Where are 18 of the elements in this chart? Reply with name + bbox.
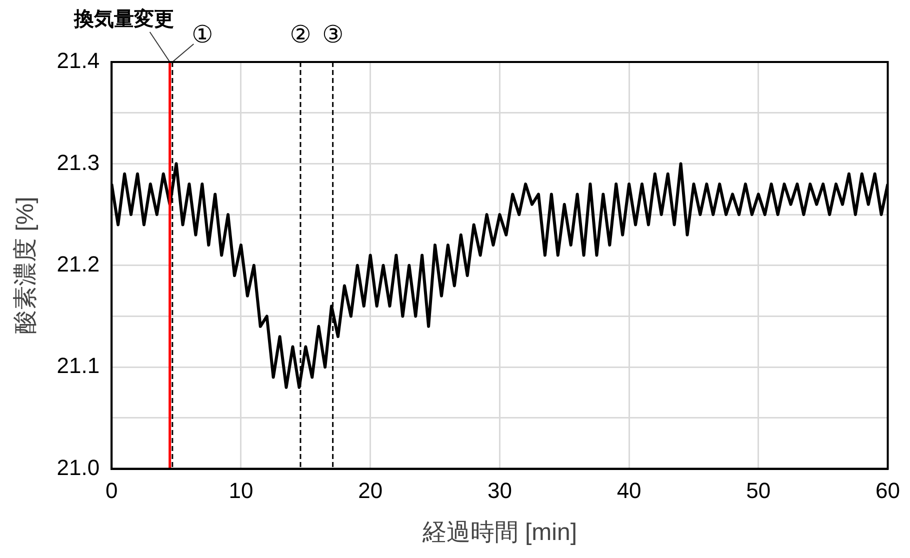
x-axis-title: 経過時間 [min] xyxy=(421,519,578,546)
y-tick-label: 21.2 xyxy=(56,251,100,276)
ref-line-label: 換気量変更 xyxy=(72,8,174,31)
x-tick-label: 10 xyxy=(228,478,254,504)
x-tick-label: 40 xyxy=(616,478,642,504)
y-tick-label: 21.3 xyxy=(56,150,100,175)
x-tick-label: 60 xyxy=(876,478,900,504)
y-tick-label: 21.1 xyxy=(56,353,100,378)
x-tick-label: 20 xyxy=(358,478,383,504)
y-tick-label: 21.4 xyxy=(56,48,100,74)
y-tick-label: 21.0 xyxy=(56,454,100,480)
ref-line-label: ② xyxy=(290,22,312,49)
ref-line-label: ① xyxy=(192,22,214,49)
x-tick-label: 50 xyxy=(746,478,771,504)
y-axis-title: 酸素濃度 [%] xyxy=(12,196,40,334)
x-tick-label: 0 xyxy=(105,478,118,504)
x-tick-label: 30 xyxy=(487,478,512,504)
ref-line-label: ③ xyxy=(322,22,344,49)
